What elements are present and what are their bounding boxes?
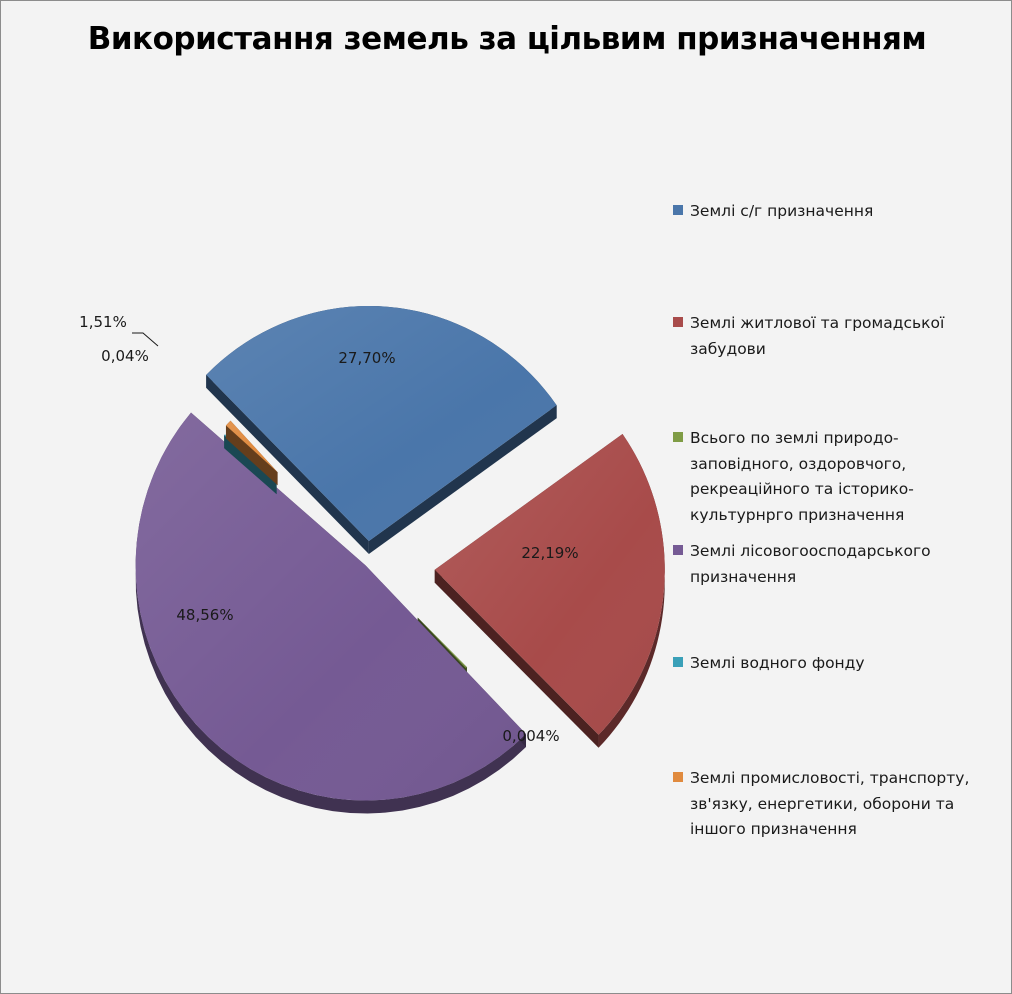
legend-label: Землі водного фонду [690,654,865,672]
data-label-4: 48,56% [176,606,233,624]
data-label-2: 22,19% [521,544,578,562]
legend-label: Землі с/г призначення [690,202,874,220]
legend-label: Всього по землі природо-заповідного, озд… [690,429,914,524]
legend-swatch [673,657,683,667]
data-label-5: 0,04% [101,347,149,365]
legend-label: Землі промисловості, транспорту, зв'язку… [690,769,970,838]
legend-swatch [673,545,683,555]
data-label-6: 1,51% [79,313,127,331]
legend-swatch [673,317,683,327]
pie-slice-2 [434,434,665,748]
legend-swatch [673,772,683,782]
legend-swatch [673,205,683,215]
legend-swatch [673,432,683,442]
pie-slice-4 [135,412,526,814]
chart-title: Використання земель за цільвим призначен… [87,21,927,57]
legend-label: Землі лісовогоосподарського призначення [690,542,931,586]
leader-line [132,332,159,347]
pie-slice-1 [206,305,557,554]
legend-label: Землі житлової та громадської забудови [690,314,945,358]
data-label-1: 27,70% [338,349,395,367]
data-label-3: 0,004% [502,727,559,745]
pie-slice-6 [225,420,278,486]
